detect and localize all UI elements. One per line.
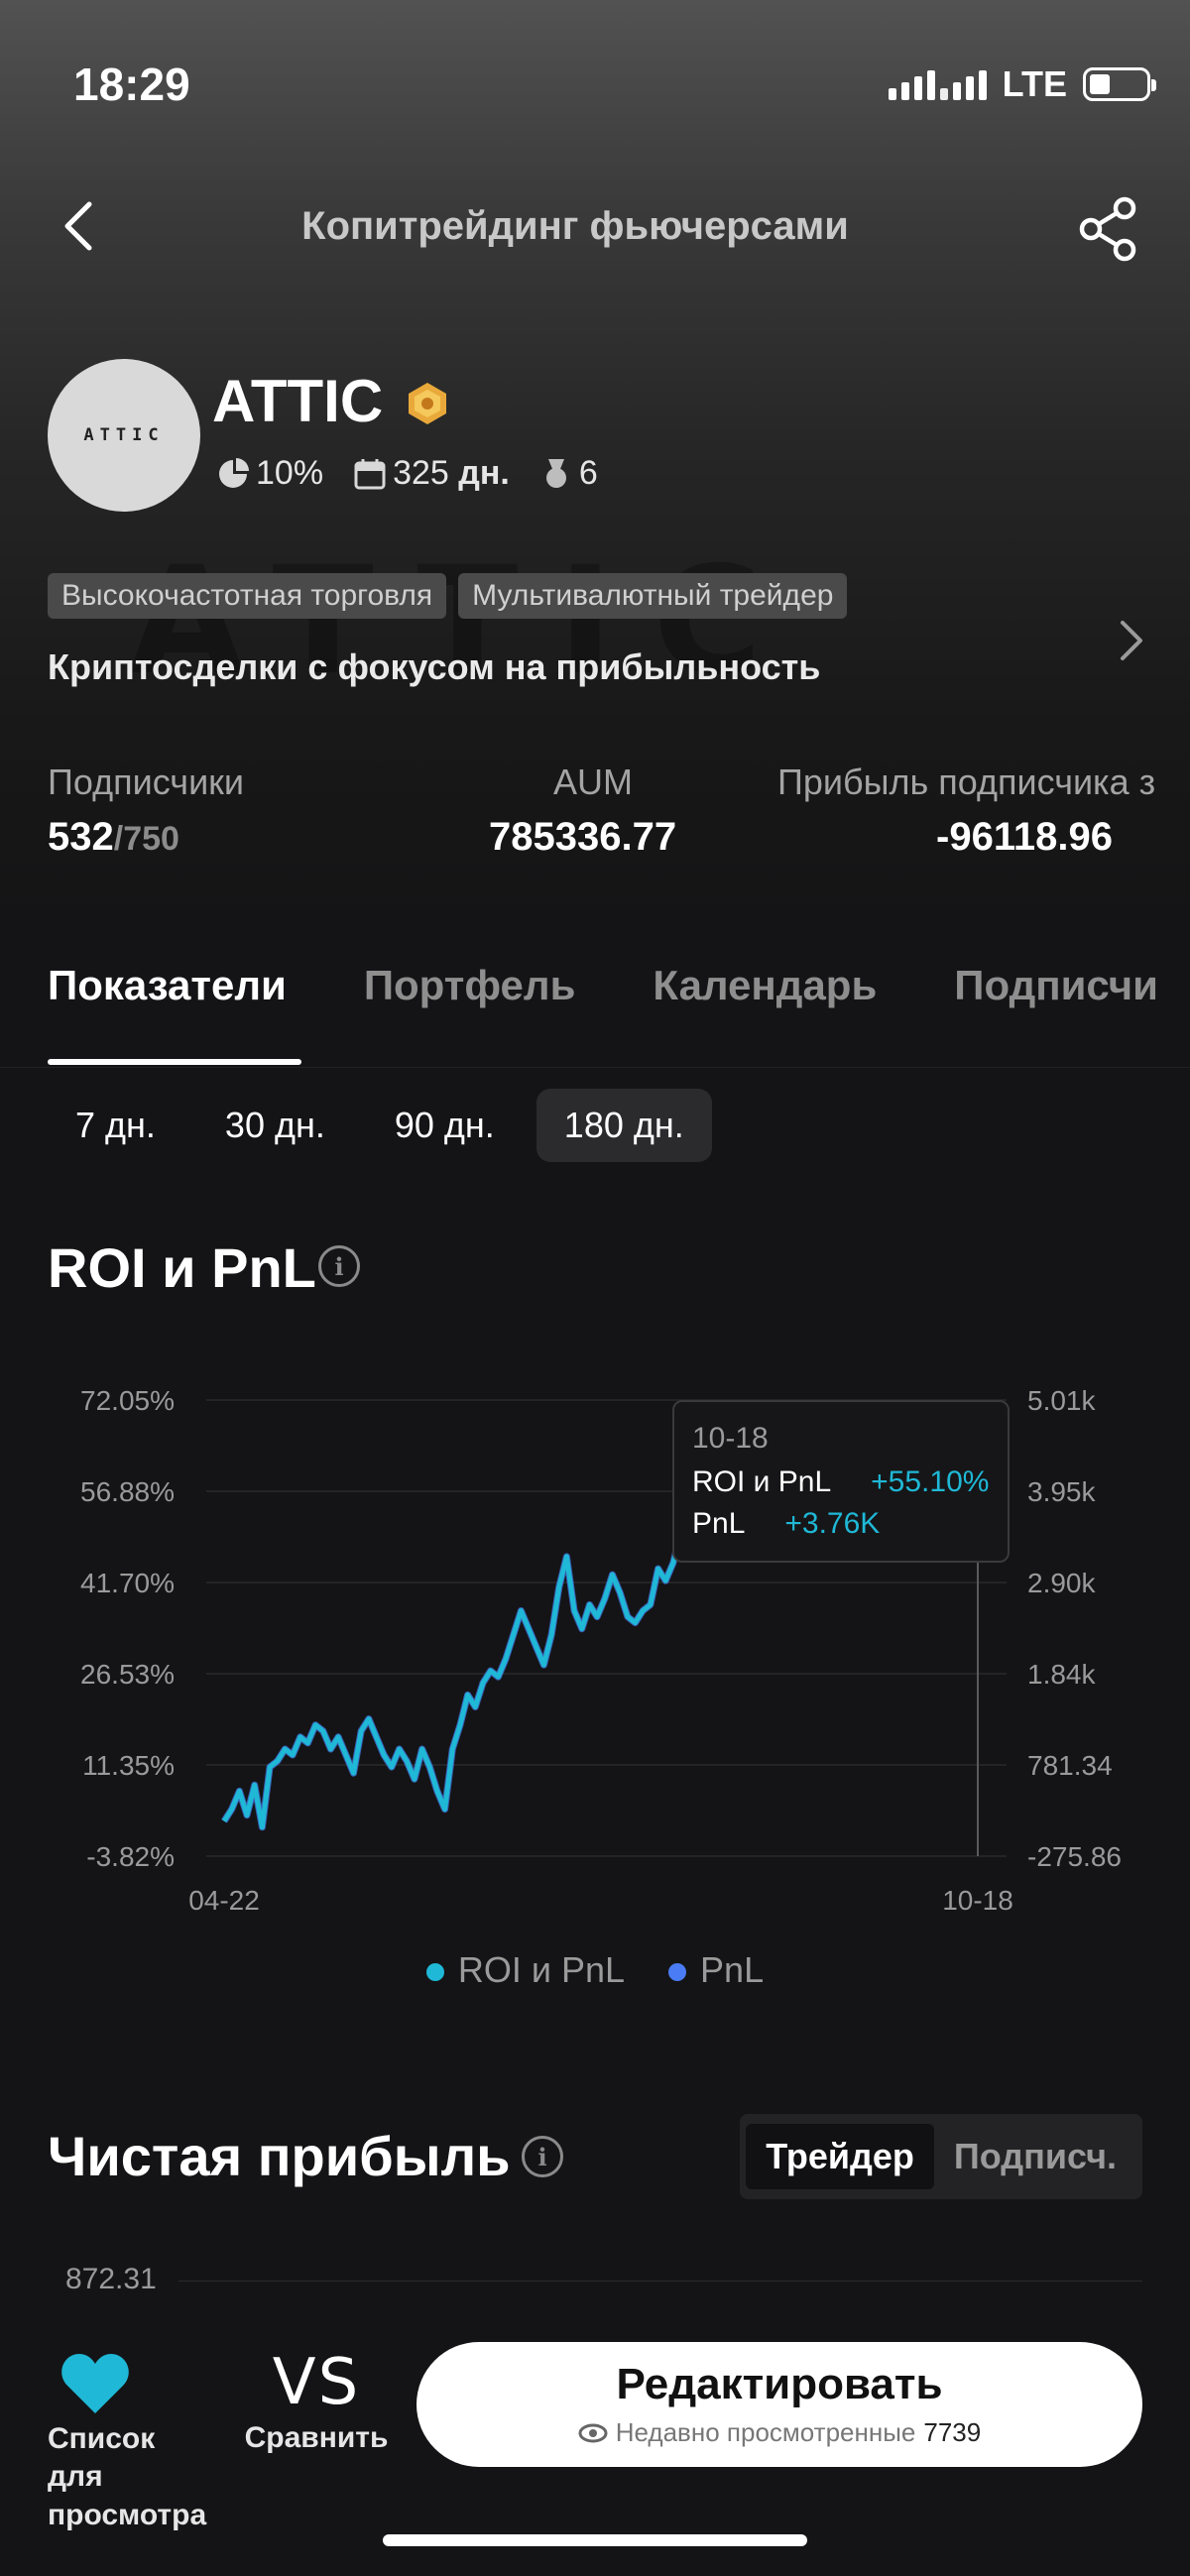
y-left-tick-label: 26.53% (80, 1659, 175, 1690)
tag-multi-currency: Мультивалютный трейдер (458, 573, 848, 619)
trader-name: ATTIC (212, 368, 384, 434)
tab-subscribers[interactable]: Подписчи (954, 962, 1158, 1008)
medal-icon (545, 458, 566, 488)
y-left-tick-label: 41.70% (80, 1568, 175, 1598)
net-profit-info-icon[interactable]: i (522, 2136, 563, 2177)
rank-value: 6 (578, 454, 598, 492)
info-icon[interactable]: i (318, 1245, 360, 1287)
legend-roi: ROI и PnL (425, 1949, 626, 1991)
chart-legend: ROI и PnL PnL (0, 1949, 1190, 1991)
trader-description: Криптосделки с фокусом на прибыльность (48, 646, 821, 687)
x-tick-label-end: 10-18 (942, 1885, 1013, 1916)
period-90d[interactable]: 90 дн. (394, 1105, 495, 1145)
section-tabs: Показатели Портфель Календарь Подписчи (48, 962, 1158, 1009)
watchlist-label: Список для просмотра (48, 2422, 207, 2531)
status-time: 18:29 (73, 59, 190, 110)
recent-views-count: 7739 (923, 2417, 982, 2447)
period-30d[interactable]: 30 дн. (224, 1105, 325, 1145)
back-icon[interactable] (52, 196, 111, 256)
tooltip-pnl-value: +3.76K (784, 1507, 881, 1540)
trader-tags: Высокочастотная торговля Мультивалютный … (48, 573, 848, 619)
tag-high-frequency: Высокочастотная торговля (48, 573, 447, 619)
days-unit: дн. (458, 454, 510, 492)
recent-views: Недавно просмотренные 7739 (416, 2417, 1142, 2448)
pie-chart-icon (219, 457, 249, 488)
heart-icon (61, 2354, 129, 2413)
compare-button[interactable]: VS Сравнить (242, 2346, 391, 2457)
y-right-tick-label: 2.90k (1027, 1568, 1096, 1598)
tooltip-roi-label: ROI и PnL (692, 1465, 832, 1498)
tab-metrics[interactable]: Показатели (48, 962, 287, 1008)
net-profit-gridline (178, 2281, 1142, 2282)
network-type: LTE (1002, 63, 1067, 104)
tooltip-date: 10-18 (692, 1422, 769, 1455)
profit-share: 10% (256, 454, 324, 492)
y-right-tick-label: 5.01k (1027, 1385, 1096, 1416)
hero-background (0, 0, 1190, 932)
compare-label: Сравнить (244, 2421, 389, 2454)
legend-roi-label: ROI и PnL (457, 1949, 626, 1990)
y-left-tick-label: 72.05% (80, 1385, 175, 1416)
days-value: 325 (393, 454, 449, 492)
y-right-tick-label: 3.95k (1027, 1476, 1096, 1507)
avatar: ATTIC (48, 359, 200, 512)
subscribers-count: 532/750 (48, 815, 179, 860)
roi-pnl-chart[interactable]: 72.05% 5.01k 56.88% 3.95k 41.70% 2.90k 26.53% 1… (0, 1358, 1190, 1924)
edit-button-label: Редактировать (616, 2360, 943, 2408)
active-tab-indicator (48, 1059, 301, 1065)
signal-icon (888, 68, 987, 100)
net-profit-axis-top: 872.31 (65, 2263, 157, 2295)
y-left-tick-label: -3.82% (86, 1841, 175, 1872)
status-indicators: LTE (888, 63, 1156, 105)
net-profit-title: Чистая прибыль (48, 2125, 511, 2187)
y-left-tick-label: 56.88% (80, 1476, 175, 1507)
subscriber-profit-label: Прибыль подписчика з (777, 761, 1156, 802)
period-selector: 7 дн. 30 дн. 90 дн. 180 дн. (48, 1089, 712, 1162)
chevron-right-icon[interactable] (1111, 611, 1150, 670)
y-right-tick-label: -275.86 (1027, 1841, 1122, 1872)
tab-portfolio[interactable]: Портфель (363, 962, 576, 1008)
pnl-series-line (221, 1499, 745, 1831)
vs-icon: VS (272, 2346, 361, 2419)
subscribers-max: /750 (113, 820, 179, 858)
page-title: Копитрейдинг фьючерсами (301, 204, 849, 248)
share-icon[interactable] (1077, 194, 1140, 264)
y-left-tick-label: 11.35% (82, 1750, 175, 1781)
battery-icon (1083, 67, 1156, 101)
watchlist-button[interactable]: Список для просмотра (48, 2352, 207, 2534)
roi-section-title: ROI и PnL (48, 1236, 316, 1299)
period-180d[interactable]: 180 дн. (536, 1089, 712, 1162)
period-7d[interactable]: 7 дн. (75, 1105, 156, 1145)
subscribers-label: Подписчики (48, 761, 245, 802)
aum-label: AUM (553, 761, 633, 802)
name-watermark: ATTIC (129, 535, 802, 708)
roi-series-line (221, 1500, 745, 1830)
tab-calendar[interactable]: Календарь (653, 962, 878, 1008)
y-right-tick-label: 1.84k (1027, 1659, 1096, 1690)
segment-subscribers[interactable]: Подписч. (953, 2136, 1117, 2176)
calendar-icon (354, 458, 386, 489)
segment-trader[interactable]: Трейдер (746, 2124, 934, 2189)
gold-badge-icon (409, 383, 446, 424)
recent-views-label: Недавно просмотренные (615, 2417, 916, 2447)
trader-stats: 10% 325 дн. 6 (216, 454, 628, 493)
x-tick-label-start: 04-22 (188, 1885, 260, 1916)
tooltip-roi-value: +55.10% (871, 1465, 990, 1498)
tooltip-pnl-label: PnL (692, 1507, 746, 1540)
net-profit-toggle: Трейдер Подписч. (740, 2114, 1142, 2199)
chart-tooltip: 10-18 ROI и PnL +55.10% PnL +3.76K (672, 1400, 1010, 1563)
eye-icon (578, 2423, 608, 2442)
edit-button[interactable]: Редактировать Недавно просмотренные 7739 (416, 2342, 1142, 2467)
tabs-divider (0, 1067, 1190, 1068)
y-right-tick-label: 781.34 (1027, 1750, 1113, 1781)
legend-pnl: PnL (668, 1949, 764, 1991)
aum-value: 785336.77 (489, 815, 677, 859)
subscriber-profit-value: -96118.96 (936, 815, 1113, 859)
home-indicator (383, 2534, 807, 2546)
legend-pnl-label: PnL (700, 1949, 765, 1990)
subscribers-value: 532 (48, 815, 114, 859)
